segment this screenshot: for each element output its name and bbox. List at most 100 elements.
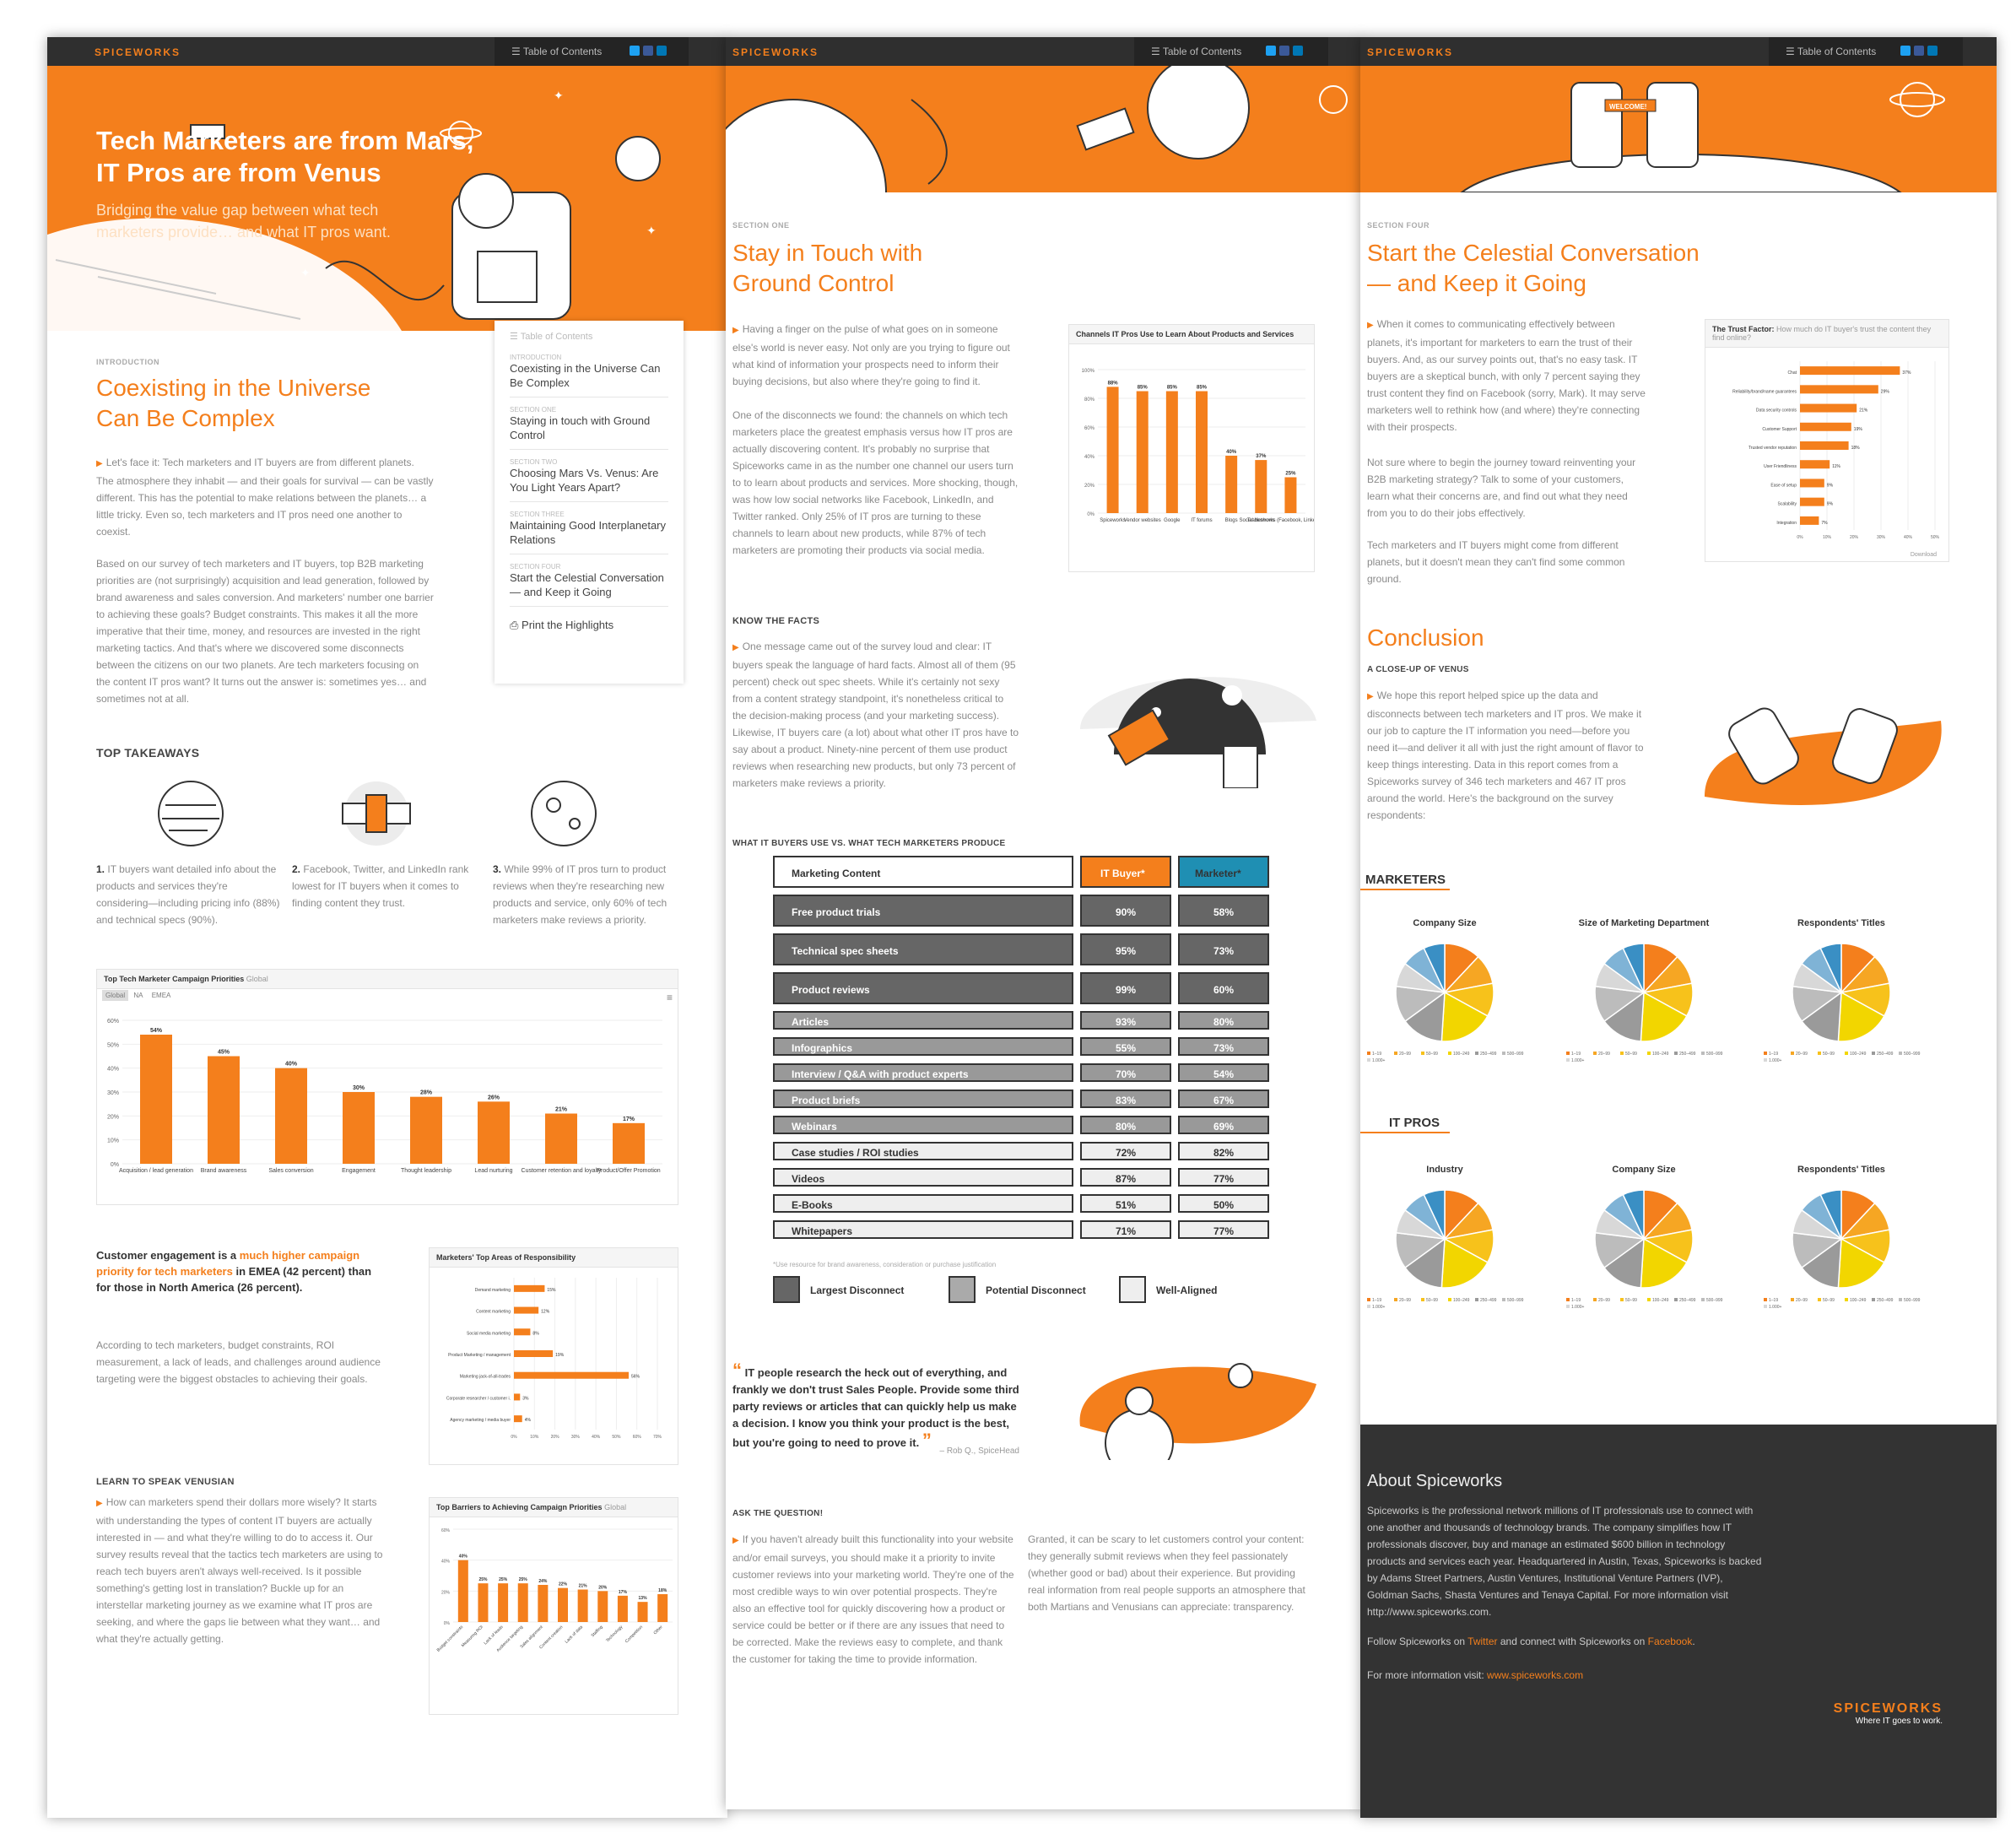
category-label: Ease of setup: [1770, 483, 1797, 488]
table-of-contents-button[interactable]: ☰ Table of Contents: [495, 37, 689, 66]
bar: [1165, 391, 1178, 513]
x-tick-label: 50%: [612, 1435, 621, 1440]
tab-emea[interactable]: EMEA: [151, 992, 171, 999]
legend-label: 1–19: [1372, 1298, 1381, 1303]
data-label: 11%: [1832, 464, 1840, 469]
tab-global[interactable]: Global: [102, 990, 129, 1001]
legend-label: 100–249: [1453, 1052, 1470, 1057]
category-label: Blogs: [1225, 518, 1238, 523]
table-cell-it-buyer: 99%: [1080, 972, 1171, 1004]
website-link[interactable]: www.spiceworks.com: [1487, 1669, 1584, 1681]
toc-item-title: Coexisting in the Universe Can Be Comple…: [510, 362, 661, 389]
space-illustration: ✦ ✦ ✦: [47, 89, 661, 331]
data-label: 25%: [499, 1577, 508, 1582]
category-label: Thought leadership: [401, 1168, 451, 1174]
about-title: About Spiceworks: [1367, 1472, 1503, 1490]
legend-swatch: [1620, 1052, 1624, 1055]
legend-swatch: [1566, 1298, 1570, 1301]
chart-menu-icon[interactable]: ≡: [666, 992, 673, 1003]
legend-swatch: [1674, 1052, 1678, 1055]
pie-chart: 1–19 20–99 50–99 100–249 250–499 500–999 1,000…: [1764, 1189, 1921, 1308]
legend-label: 250–499: [1480, 1052, 1497, 1057]
data-label: 25%: [1285, 472, 1296, 477]
pie-title: Company Size: [1413, 918, 1477, 928]
toc-item[interactable]: INTRODUCTION Coexisting in the Universe C…: [510, 345, 668, 397]
category-label: Social media marketing: [467, 1331, 511, 1336]
toc-item-title: Staying in touch with Ground Control: [510, 414, 651, 441]
toc-item[interactable]: SECTION FOUR Start the Celestial Conversa…: [510, 554, 668, 607]
bar: [1136, 391, 1149, 513]
data-label: 19%: [1854, 427, 1863, 432]
y-tick-label: 100%: [1082, 369, 1095, 374]
y-tick-label: 0%: [444, 1621, 451, 1626]
spiceworks-logo[interactable]: SPICEWORKS: [732, 46, 819, 58]
y-tick-label: 60%: [107, 1019, 119, 1025]
table-row-label: Case studies / ROI studies: [773, 1142, 1073, 1160]
twitter-icon[interactable]: [1266, 46, 1276, 56]
pie-slice: [1423, 1189, 1446, 1240]
category-label: Budget constraints: [436, 1625, 465, 1653]
section-paragraph-3: Tech marketers and IT buyers might come …: [1367, 539, 1625, 585]
legend-label: 250–499: [1679, 1298, 1696, 1303]
twitter-link[interactable]: Twitter: [1467, 1636, 1498, 1647]
table-cell-marketer: 54%: [1178, 1063, 1269, 1082]
toc-item[interactable]: SECTION TWO Choosing Mars Vs. Venus: Are …: [510, 450, 668, 502]
bar-chart: 0%20%40%60%40%Budget constraints25%Measu…: [436, 1528, 673, 1653]
toc-item-title: Start the Celestial Conversation — and K…: [510, 571, 664, 598]
linkedin-icon[interactable]: [1927, 46, 1938, 56]
toc-button-label: Table of Contents: [1797, 46, 1877, 57]
moon-icon: [531, 781, 597, 846]
x-tick-label: 20%: [1850, 535, 1859, 540]
pie-slice: [1440, 1237, 1489, 1289]
takeaway-3: 3. While 99% of IT pros turn to product …: [493, 863, 667, 926]
toc-item[interactable]: SECTION ONE Staying in touch with Ground …: [510, 397, 668, 450]
legend-label: 1,000+: [1571, 1058, 1585, 1062]
legend-swatch: [1421, 1298, 1424, 1301]
takeaway-1: 1. IT buyers want detailed info about th…: [96, 863, 280, 926]
legend-swatch: [1394, 1052, 1397, 1055]
table-of-contents-button[interactable]: ☰ Table of Contents: [1134, 37, 1328, 66]
linkedin-icon[interactable]: [657, 46, 667, 56]
tab-na[interactable]: NA: [133, 992, 143, 999]
x-tick-label: 10%: [530, 1435, 539, 1440]
x-tick-label: 50%: [1931, 535, 1940, 540]
spiceworks-logo[interactable]: SPICEWORKS: [95, 46, 181, 58]
facebook-icon[interactable]: [1279, 46, 1289, 56]
legend-swatch: [1367, 1052, 1370, 1055]
table-cell-it-buyer: 93%: [1080, 1011, 1171, 1030]
print-highlights-link[interactable]: ⎙ Print the Highlights: [510, 619, 614, 631]
legend-label: 250–499: [1877, 1298, 1894, 1303]
table-cell-it-buyer: 80%: [1080, 1116, 1171, 1134]
data-label: 21%: [1859, 408, 1868, 414]
trust-factor-chart: The Trust Factor: How much do IT buyer's…: [1705, 319, 1949, 562]
category-label: Competition: [624, 1625, 644, 1644]
toc-button-label: Table of Contents: [522, 46, 603, 57]
bar: [1225, 456, 1238, 513]
quote-author: – Rob Q., SpiceHead: [939, 1446, 1020, 1456]
y-tick-label: 40%: [107, 1067, 119, 1073]
legend-label: 50–99: [1823, 1052, 1835, 1057]
facebook-link[interactable]: Facebook: [1647, 1636, 1693, 1647]
linkedin-icon[interactable]: [1293, 46, 1303, 56]
data-label: 19%: [555, 1353, 565, 1358]
category-label: Data security controls: [1756, 408, 1797, 414]
x-tick-label: 30%: [571, 1435, 581, 1440]
facebook-icon[interactable]: [1914, 46, 1924, 56]
toc-item-label: SECTION ONE: [510, 406, 557, 414]
category-label: Staffing: [591, 1625, 604, 1638]
table-row-label: E-Books: [773, 1194, 1073, 1213]
pie-slice: [1603, 1237, 1645, 1289]
toc-item-title: Choosing Mars Vs. Venus: Are You Light Y…: [510, 467, 659, 494]
data-label: 8%: [532, 1331, 539, 1336]
pie-title: Company Size: [1612, 1165, 1676, 1175]
twitter-icon[interactable]: [630, 46, 640, 56]
spiceworks-logo[interactable]: SPICEWORKS: [1367, 46, 1454, 58]
legend-label: 1,000+: [1372, 1305, 1386, 1308]
download-link[interactable]: Download: [1910, 552, 1937, 558]
facebook-icon[interactable]: [643, 46, 653, 56]
twitter-icon[interactable]: [1900, 46, 1911, 56]
legend-label: Well-Aligned: [1156, 1284, 1218, 1296]
toc-item[interactable]: SECTION THREE Maintaining Good Interplane…: [510, 502, 668, 554]
category-label: Demand marketing: [475, 1288, 511, 1293]
more-info-text: For more information visit: www.spicewor…: [1367, 1669, 1584, 1681]
